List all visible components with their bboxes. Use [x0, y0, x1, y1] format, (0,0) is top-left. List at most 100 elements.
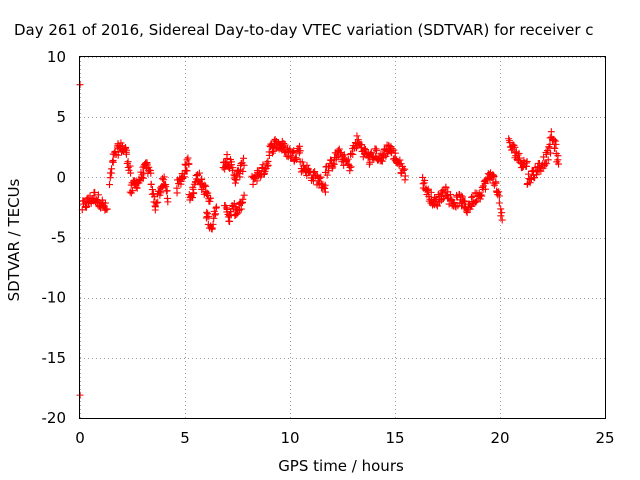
data-point [498, 216, 506, 224]
data-point [198, 175, 206, 183]
data-point [336, 148, 344, 156]
data-point [461, 197, 469, 205]
data-point [458, 193, 466, 201]
x-tick-label: 15 [385, 429, 404, 447]
data-point [495, 188, 503, 196]
data-point [223, 151, 231, 159]
data-point [133, 184, 141, 192]
data-point [397, 160, 405, 168]
data-point [450, 198, 458, 206]
y-tick-label: 0 [56, 168, 66, 186]
x-tick-labels: 0 5 10 15 20 25 [75, 429, 614, 447]
data-point [463, 209, 471, 217]
data-point [152, 199, 160, 207]
data-point [239, 167, 247, 175]
data-point [547, 149, 555, 157]
data-point [360, 144, 368, 152]
data-point [126, 162, 134, 170]
data-points [76, 81, 563, 399]
grid-lines [80, 57, 606, 419]
data-point [498, 209, 506, 217]
data-point [204, 210, 212, 218]
data-point [544, 156, 552, 164]
data-point [234, 209, 242, 217]
data-point [335, 145, 343, 153]
data-point [184, 154, 192, 162]
data-point [264, 161, 272, 169]
data-point [271, 139, 279, 147]
data-point [344, 155, 352, 163]
data-point [205, 213, 213, 221]
data-point [362, 146, 370, 154]
data-point [495, 192, 503, 200]
y-tick-label: -10 [42, 289, 67, 307]
data-point [399, 166, 407, 174]
data-point [494, 191, 502, 199]
y-tick-label: -15 [42, 349, 67, 367]
data-point [388, 145, 396, 153]
data-point [367, 148, 375, 156]
data-point [91, 188, 99, 196]
data-point [329, 160, 337, 168]
data-point [232, 171, 240, 179]
data-point [346, 163, 354, 171]
data-point [497, 205, 505, 213]
data-point [204, 189, 212, 197]
data-point [490, 173, 498, 181]
data-point [298, 158, 306, 166]
data-point [323, 171, 331, 179]
data-point [122, 146, 130, 154]
data-point [292, 154, 300, 162]
data-point [111, 147, 119, 155]
data-point [207, 194, 215, 202]
data-point [542, 160, 550, 168]
data-point [229, 164, 237, 172]
data-point [206, 197, 214, 205]
x-tick-label: 10 [280, 429, 299, 447]
y-axis-label: SDTVAR / TECUs [5, 178, 23, 301]
data-point [390, 146, 398, 154]
data-point [321, 184, 329, 192]
y-tick-label: 5 [56, 108, 66, 126]
data-point [250, 173, 258, 181]
data-point [547, 128, 555, 136]
data-point [427, 188, 435, 196]
data-point [211, 211, 219, 219]
data-point [353, 132, 361, 140]
y-tick-label: -20 [42, 409, 67, 427]
data-point [129, 187, 137, 195]
data-point [94, 197, 102, 205]
data-point [208, 225, 216, 233]
data-point [212, 203, 220, 211]
data-point [478, 192, 486, 200]
y-tick-labels: -20 -15 -10 -5 0 5 10 [42, 48, 67, 427]
data-point [311, 168, 319, 176]
data-point [158, 175, 166, 183]
data-point [550, 136, 558, 144]
data-point [233, 210, 241, 218]
data-point [124, 158, 132, 166]
data-point [516, 154, 524, 162]
data-point [183, 167, 191, 175]
data-point [202, 190, 210, 198]
data-point [132, 183, 140, 191]
data-point [365, 160, 373, 168]
data-point [147, 180, 155, 188]
data-point [183, 156, 191, 164]
data-point [179, 174, 187, 182]
x-tick-label: 5 [180, 429, 190, 447]
data-point [201, 181, 209, 189]
data-point [468, 193, 476, 201]
data-point [373, 147, 381, 155]
x-axis-label: GPS time / hours [278, 457, 404, 475]
data-point [433, 202, 441, 210]
data-point [554, 156, 562, 164]
data-point [114, 151, 122, 159]
chart-title: Day 261 of 2016, Sidereal Day-to-day VTE… [14, 21, 594, 39]
x-tick-label: 20 [490, 429, 509, 447]
data-point [249, 180, 257, 188]
data-point [481, 185, 489, 193]
data-point [94, 191, 102, 199]
data-point [148, 186, 156, 194]
plot-frame [79, 56, 606, 419]
